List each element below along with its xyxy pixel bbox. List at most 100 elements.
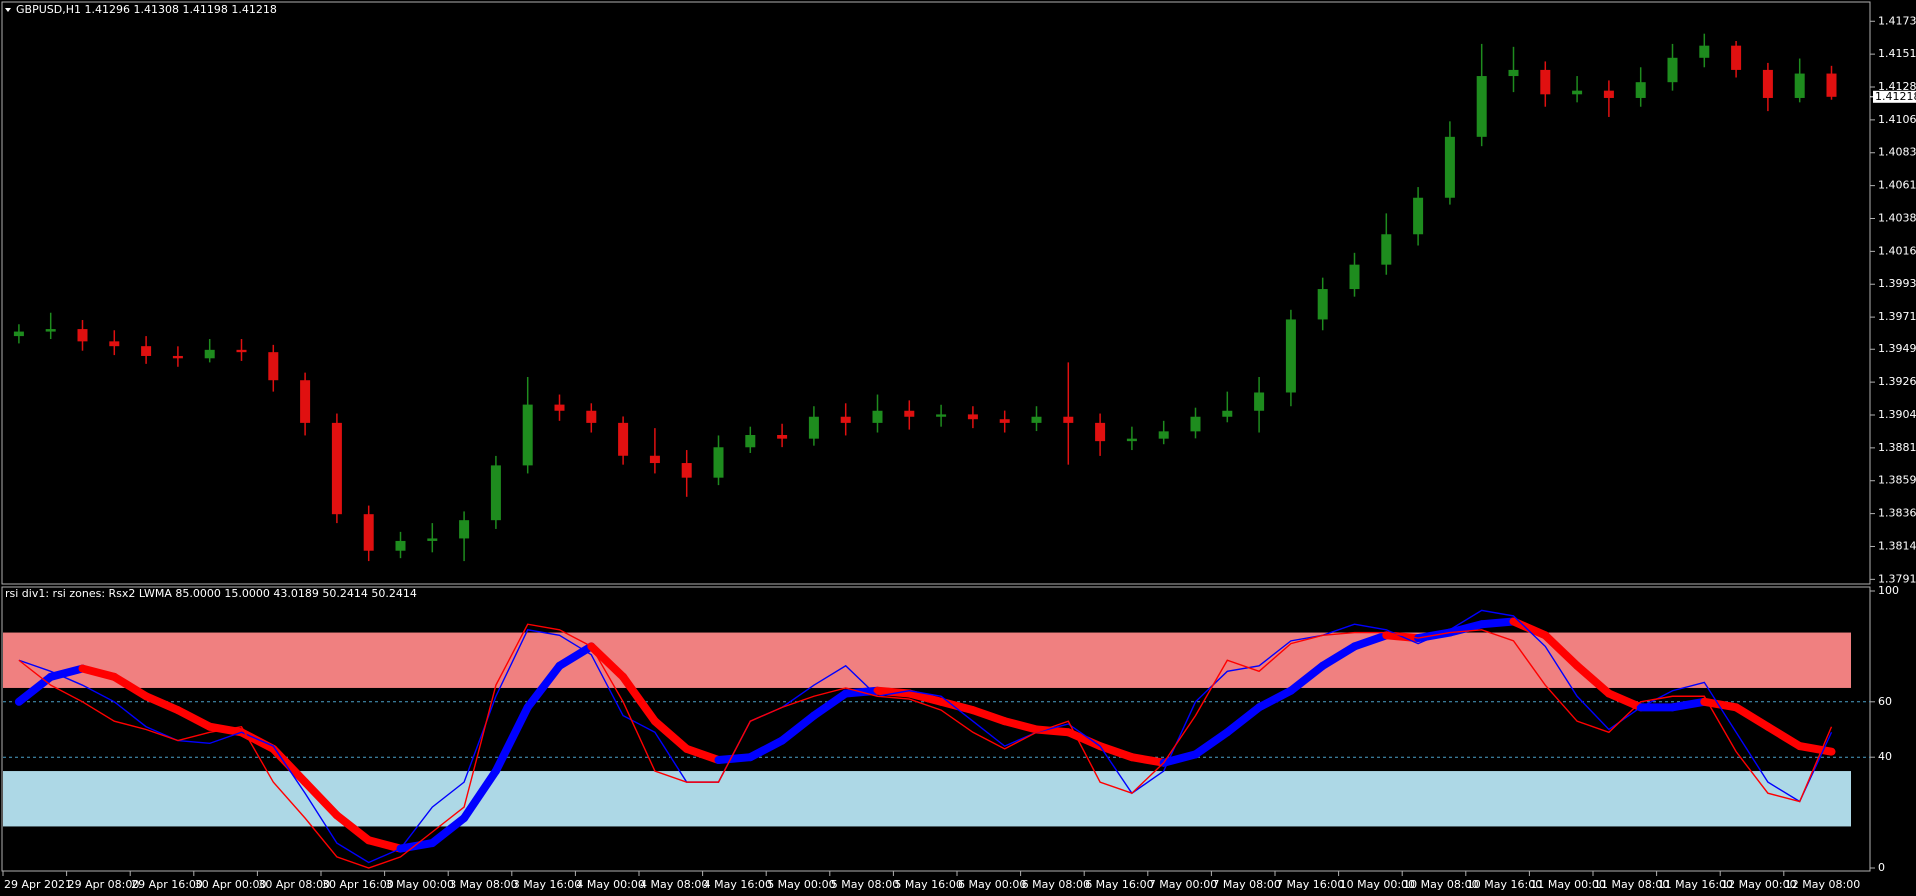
x-tick-label: 4 May 16:00 — [704, 878, 772, 891]
y-tick-label: 1.38365 — [1878, 507, 1916, 520]
candle-body — [808, 416, 819, 439]
signal-segment — [1573, 661, 1613, 698]
candle-body — [1317, 289, 1328, 320]
candle-body — [1222, 410, 1233, 417]
signal-segment — [78, 664, 119, 681]
candle-body — [872, 410, 883, 423]
signal-segment — [1318, 642, 1359, 670]
candle-body — [713, 447, 724, 478]
x-tick-label: 29 Apr 08:00 — [68, 878, 140, 891]
signal-segment — [714, 753, 755, 764]
signal-segment — [1286, 661, 1327, 695]
signal-segment — [778, 711, 818, 745]
candle-body — [777, 435, 788, 439]
menu-arrow[interactable] — [5, 8, 11, 12]
signal-segment — [301, 778, 341, 820]
candle-body — [1031, 416, 1042, 423]
y-tick-label: 100 — [1878, 584, 1899, 597]
current-price: 1.41218 — [1875, 90, 1916, 103]
signal-segment — [1000, 717, 1041, 734]
candle-body — [1635, 82, 1646, 98]
x-tick-label: 4 May 00:00 — [576, 878, 644, 891]
candle-body — [1444, 136, 1455, 198]
signal-segment — [937, 697, 977, 715]
signal-segment — [905, 689, 946, 706]
candle-body — [586, 410, 597, 423]
signal-segment — [1604, 689, 1645, 712]
candle-body — [204, 349, 215, 359]
candle-body — [999, 419, 1010, 423]
signal-segment — [1127, 753, 1168, 767]
candle-body — [1285, 319, 1296, 393]
signal-segment — [746, 736, 787, 762]
x-tick-label: 6 May 16:00 — [1085, 878, 1153, 891]
signal-segment — [396, 839, 437, 853]
candle-body — [840, 416, 851, 423]
candle-body — [459, 520, 470, 539]
candle-body — [522, 404, 533, 466]
signal-segment — [1795, 742, 1836, 756]
x-tick-label: 10 May 16:00 — [1467, 878, 1542, 891]
candle-body — [300, 380, 311, 423]
candle-body — [1731, 45, 1742, 70]
signal-segment — [1096, 742, 1136, 762]
x-tick-label: 6 May 08:00 — [1022, 878, 1090, 891]
current-price-box — [1873, 90, 1916, 103]
candle-body — [1095, 422, 1106, 442]
y-tick-label: 40 — [1878, 750, 1892, 763]
x-tick-label: 29 Apr 16:00 — [131, 878, 203, 891]
indicator-title: rsi div1: rsi zones: Rsx2 LWMA 85.0000 1… — [5, 587, 417, 600]
candle-body — [1826, 73, 1837, 97]
signal-segment — [1445, 620, 1486, 637]
candle-body — [745, 435, 756, 448]
candle-body — [967, 414, 978, 420]
candle-body — [13, 331, 24, 337]
candle-body — [1699, 45, 1710, 58]
signal-segment — [1159, 750, 1200, 767]
signal-segment — [46, 664, 87, 681]
candle-body — [1603, 90, 1614, 98]
x-tick-label: 30 Apr 00:00 — [195, 878, 267, 891]
x-tick-label: 12 May 00:00 — [1721, 878, 1796, 891]
candle-body — [1794, 73, 1805, 98]
signal-segment — [1700, 697, 1741, 712]
signal-segment — [1732, 703, 1772, 731]
x-tick-label: 5 May 08:00 — [831, 878, 899, 891]
y-tick-label: 1.40835 — [1878, 146, 1916, 159]
signal-segment — [491, 703, 532, 776]
signal-segment — [587, 642, 628, 681]
signal-segment — [142, 692, 182, 715]
signal-segment — [555, 642, 596, 670]
zone — [3, 771, 1851, 827]
rsi-line — [18, 609, 1833, 864]
x-tick-label: 12 May 08:00 — [1785, 878, 1860, 891]
candle-body — [395, 540, 406, 551]
x-tick-label: 3 May 16:00 — [513, 878, 581, 891]
candle-body — [1063, 416, 1074, 423]
y-tick-label: 1.38590 — [1878, 474, 1916, 487]
y-tick-label: 1.41285 — [1878, 80, 1916, 93]
candle-body — [77, 329, 88, 342]
y-tick-label: 60 — [1878, 695, 1892, 708]
y-tick-label: 1.41735 — [1878, 14, 1916, 27]
y-tick-label: 1.39935 — [1878, 277, 1916, 290]
x-tick-label: 10 May 00:00 — [1340, 878, 1415, 891]
signal-segment — [873, 686, 914, 698]
signal-segment — [1191, 728, 1232, 759]
y-tick-label: 1.39490 — [1878, 342, 1916, 355]
candle-body — [1476, 76, 1487, 137]
y-tick-label: 1.40610 — [1878, 179, 1916, 192]
x-tick-label: 7 May 08:00 — [1212, 878, 1280, 891]
signal-segment — [460, 767, 500, 823]
candle-body — [331, 422, 342, 515]
x-tick-label: 7 May 00:00 — [1149, 878, 1217, 891]
candle-body — [1572, 90, 1583, 95]
signal-segment — [1350, 631, 1391, 651]
signal-segment — [650, 717, 691, 753]
candle-body — [1381, 234, 1392, 265]
signal-segment — [1509, 617, 1550, 640]
candle-body — [1126, 438, 1137, 442]
signal-segment — [110, 672, 151, 701]
y-tick-label: 1.39040 — [1878, 408, 1916, 421]
candle-body — [904, 410, 915, 417]
